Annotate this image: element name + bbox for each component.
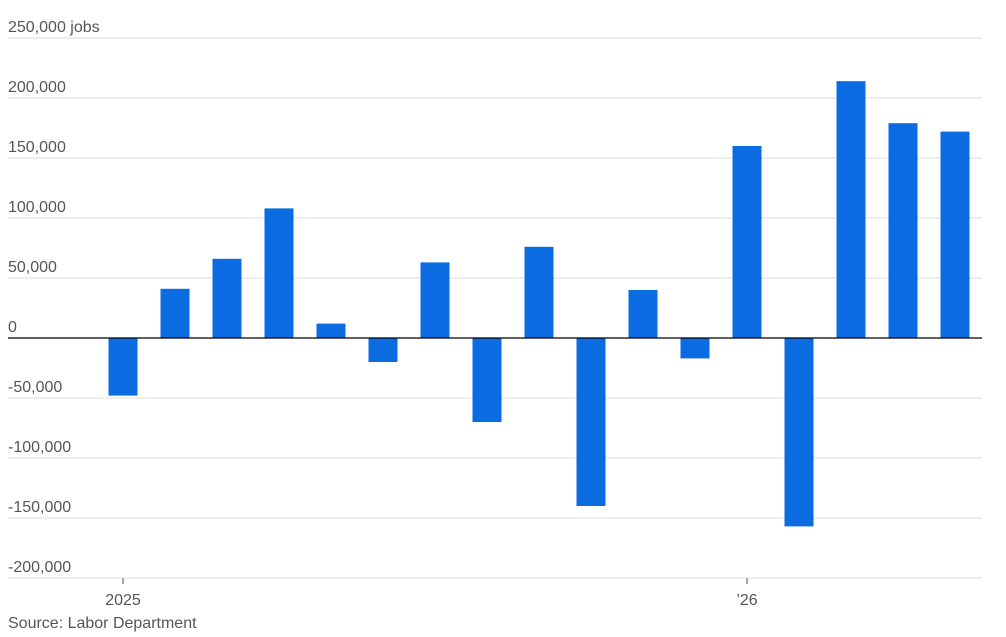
y-axis-tick-labels: 250,000 jobs 200,000 150,000 100,000 50,000 0… bbox=[8, 19, 100, 576]
y-tick-label: 200,000 bbox=[8, 79, 66, 96]
bar bbox=[940, 131, 970, 338]
bars bbox=[108, 81, 970, 527]
bar bbox=[732, 146, 762, 338]
bar bbox=[472, 338, 502, 422]
bar bbox=[888, 123, 918, 338]
y-tick-label: -150,000 bbox=[8, 499, 71, 516]
y-tick-label: 250,000 jobs bbox=[8, 19, 100, 36]
bar bbox=[108, 338, 138, 396]
bar bbox=[420, 262, 450, 338]
bar bbox=[784, 338, 814, 527]
bar bbox=[212, 258, 242, 338]
source-note: Source: Labor Department bbox=[8, 615, 197, 632]
y-tick-label: 0 bbox=[8, 319, 17, 336]
bar bbox=[576, 338, 606, 506]
bar bbox=[316, 323, 346, 338]
y-tick-label: 50,000 bbox=[8, 259, 57, 276]
bar bbox=[680, 338, 710, 359]
bar bbox=[368, 338, 398, 362]
y-tick-label: 150,000 bbox=[8, 139, 66, 156]
bar bbox=[836, 81, 866, 338]
bar bbox=[524, 246, 554, 338]
y-tick-label: -50,000 bbox=[8, 379, 62, 396]
y-tick-label: 100,000 bbox=[8, 199, 66, 216]
bar bbox=[160, 288, 190, 338]
x-tick-label: ’26 bbox=[736, 592, 757, 609]
jobs-bar-chart: 250,000 jobs 200,000 150,000 100,000 50,000 0… bbox=[8, 19, 982, 609]
y-tick-label: -200,000 bbox=[8, 559, 71, 576]
bar bbox=[628, 290, 658, 338]
y-tick-label: -100,000 bbox=[8, 439, 71, 456]
x-axis-tick-labels: 2025 ’26 bbox=[105, 578, 758, 609]
x-tick-label: 2025 bbox=[105, 592, 141, 609]
bar bbox=[264, 208, 294, 338]
gridlines bbox=[8, 37, 982, 579]
